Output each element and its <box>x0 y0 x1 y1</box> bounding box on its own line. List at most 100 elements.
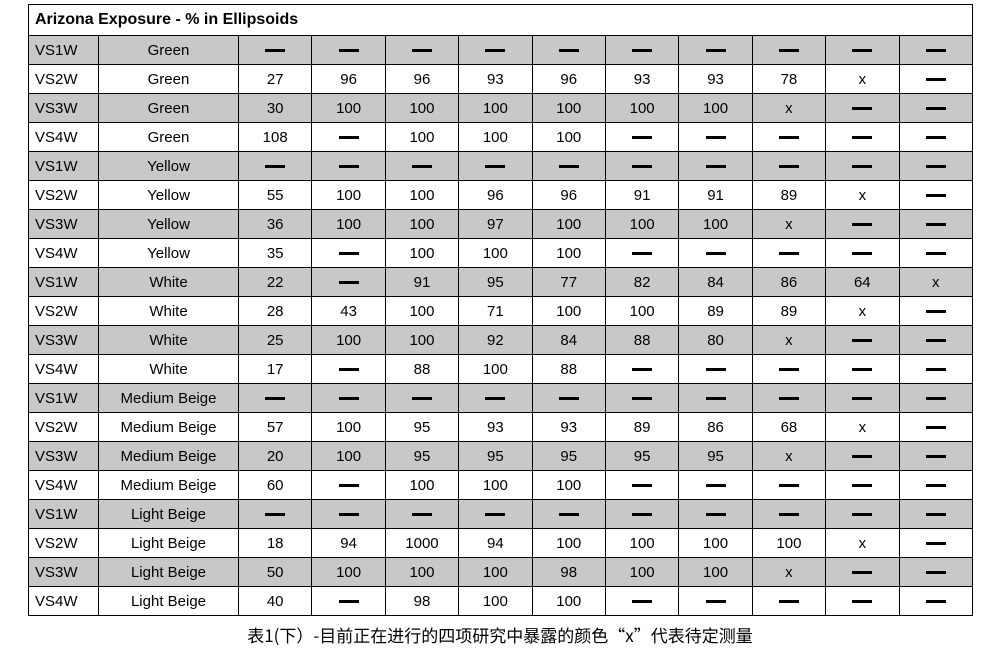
cell-value <box>605 36 678 65</box>
dash-icon <box>339 136 359 139</box>
cell-value: 57 <box>239 413 312 442</box>
cell-value <box>459 36 532 65</box>
dash-icon <box>926 78 946 81</box>
dash-icon <box>706 600 726 603</box>
cell-value: 25 <box>239 326 312 355</box>
dash-icon <box>779 136 799 139</box>
cell-value: 100 <box>385 181 458 210</box>
cell-value: 100 <box>312 413 385 442</box>
cell-value: 71 <box>459 297 532 326</box>
cell-value: 93 <box>532 413 605 442</box>
table-row: VS4WMedium Beige60100100100 <box>29 471 973 500</box>
cell-value <box>899 558 972 587</box>
dash-icon <box>926 455 946 458</box>
cell-value: 100 <box>605 210 678 239</box>
dash-icon <box>852 136 872 139</box>
table-row: VS2WLight Beige1894100094100100100100x <box>29 529 973 558</box>
cell-value: 100 <box>679 558 752 587</box>
cell-value <box>752 152 825 181</box>
cell-value <box>752 123 825 152</box>
cell-code: VS4W <box>29 123 99 152</box>
dash-icon <box>926 107 946 110</box>
cell-value <box>752 239 825 268</box>
cell-value: 86 <box>752 268 825 297</box>
table-row: VS4WWhite178810088 <box>29 355 973 384</box>
cell-color: Green <box>99 65 239 94</box>
dash-icon <box>632 513 652 516</box>
dash-icon <box>779 368 799 371</box>
cell-value: 27 <box>239 65 312 94</box>
cell-value <box>826 471 899 500</box>
cell-code: VS2W <box>29 65 99 94</box>
cell-value <box>679 123 752 152</box>
cell-value: x <box>752 210 825 239</box>
cell-value: x <box>826 65 899 94</box>
cell-value: 98 <box>532 558 605 587</box>
dash-icon <box>485 513 505 516</box>
cell-value: 60 <box>239 471 312 500</box>
dash-icon <box>926 136 946 139</box>
dash-icon <box>559 165 579 168</box>
cell-value <box>899 181 972 210</box>
cell-value <box>532 500 605 529</box>
dash-icon <box>632 600 652 603</box>
dash-icon <box>926 339 946 342</box>
cell-value <box>679 500 752 529</box>
cell-value: 100 <box>532 123 605 152</box>
dash-icon <box>852 165 872 168</box>
cell-value: 100 <box>532 471 605 500</box>
dash-icon <box>632 484 652 487</box>
cell-color: White <box>99 297 239 326</box>
cell-value: 100 <box>679 529 752 558</box>
cell-value: 100 <box>385 471 458 500</box>
dash-icon <box>559 49 579 52</box>
cell-value <box>752 384 825 413</box>
cell-value: 36 <box>239 210 312 239</box>
cell-value: 91 <box>679 181 752 210</box>
cell-value: 100 <box>385 210 458 239</box>
cell-value: 100 <box>752 529 825 558</box>
cell-value <box>899 529 972 558</box>
cell-value <box>826 210 899 239</box>
table-row: VS3WGreen30100100100100100100x <box>29 94 973 123</box>
cell-value: 96 <box>385 65 458 94</box>
table-row: VS1WWhite2291957782848664x <box>29 268 973 297</box>
dash-icon <box>926 542 946 545</box>
dash-icon <box>852 397 872 400</box>
cell-value: 94 <box>459 529 532 558</box>
table-row: VS3WMedium Beige201009595959595x <box>29 442 973 471</box>
cell-value: 1000 <box>385 529 458 558</box>
table-caption: 表1(下）-目前正在进行的四项研究中暴露的颜色“x”代表待定测量 <box>28 616 972 647</box>
cell-value: 100 <box>605 297 678 326</box>
dash-icon <box>852 223 872 226</box>
dash-icon <box>926 49 946 52</box>
cell-value: 100 <box>679 94 752 123</box>
cell-value <box>899 326 972 355</box>
cell-value: 95 <box>532 442 605 471</box>
dash-icon <box>632 368 652 371</box>
dash-icon <box>779 513 799 516</box>
cell-value: 50 <box>239 558 312 587</box>
dash-icon <box>339 49 359 52</box>
cell-value <box>605 500 678 529</box>
cell-code: VS2W <box>29 297 99 326</box>
cell-value: x <box>826 529 899 558</box>
cell-value: 88 <box>605 326 678 355</box>
cell-value: 91 <box>605 181 678 210</box>
cell-code: VS3W <box>29 442 99 471</box>
cell-value: 77 <box>532 268 605 297</box>
cell-code: VS2W <box>29 181 99 210</box>
cell-value: 100 <box>459 471 532 500</box>
cell-value: 100 <box>459 94 532 123</box>
cell-value <box>826 500 899 529</box>
table-row: VS2WWhite2843100711001008989x <box>29 297 973 326</box>
cell-value: 95 <box>385 413 458 442</box>
dash-icon <box>559 513 579 516</box>
exposure-table: Arizona Exposure - % in Ellipsoids VS1WG… <box>28 4 973 616</box>
cell-value <box>826 558 899 587</box>
dash-icon <box>706 49 726 52</box>
dash-icon <box>706 136 726 139</box>
cell-color: Green <box>99 94 239 123</box>
cell-value: x <box>752 94 825 123</box>
table-row: VS3WYellow3610010097100100100x <box>29 210 973 239</box>
